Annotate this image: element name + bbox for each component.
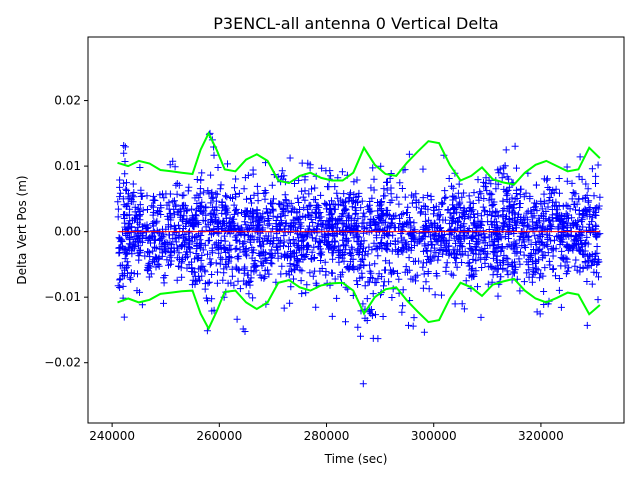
series-line-upper-bound: [117, 131, 601, 186]
plot-area: [87, 36, 625, 424]
x-tick-label: 240000: [89, 429, 135, 443]
scatter-markers-delta-vertical-position: [114, 129, 604, 388]
plot-frame: [87, 36, 625, 424]
x-tick-label: 280000: [304, 429, 350, 443]
x-tick-label: 260000: [196, 429, 242, 443]
y-axis: −0.02 −0.01 0.00 0.01 0.02: [44, 94, 88, 370]
y-tick-label: 0.02: [54, 94, 81, 108]
x-tick-label: 320000: [518, 429, 564, 443]
x-axis-label: Time (sec): [324, 452, 388, 466]
y-tick-label: −0.01: [44, 290, 81, 304]
line-series-layer: [117, 131, 601, 331]
x-tick-label: 300000: [411, 429, 457, 443]
y-tick-label: 0.00: [54, 225, 81, 239]
x-axis: 240000 260000 280000 300000 320000: [89, 423, 564, 443]
chart-title: P3ENCL-all antenna 0 Vertical Delta: [213, 14, 498, 33]
y-tick-label: 0.01: [54, 159, 81, 173]
y-tick-label: −0.02: [44, 356, 81, 370]
y-axis-label: Delta Vert Pos (m): [15, 175, 29, 284]
scatter-series-layer: [114, 129, 604, 388]
series-line-lower-bound: [117, 277, 601, 331]
